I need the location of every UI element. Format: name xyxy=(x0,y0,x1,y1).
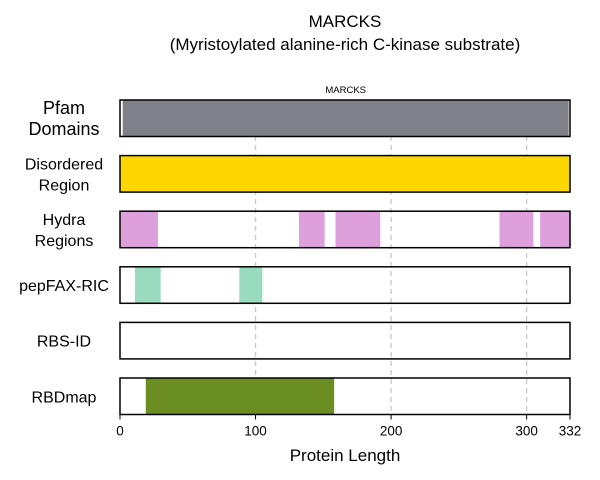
track-segment xyxy=(239,266,263,304)
track-segment xyxy=(120,211,158,248)
track-segment xyxy=(540,211,570,248)
x-tick-label: 0 xyxy=(116,424,124,439)
x-tick-label: 100 xyxy=(244,424,267,439)
track-label: Hydra Regions xyxy=(35,212,94,250)
track-segment xyxy=(122,100,569,137)
track-frame xyxy=(119,266,571,305)
x-axis: 0 100 200 300 332 xyxy=(116,414,582,439)
track-frame xyxy=(119,377,571,416)
track-segment xyxy=(120,155,570,193)
track-label: RBDmap xyxy=(32,389,97,406)
track-segment xyxy=(134,266,161,304)
domain-label: MARCKS xyxy=(325,85,366,96)
x-axis-title: Protein Length xyxy=(290,446,401,465)
track-label: RBS-ID xyxy=(37,334,91,351)
track-label: pepFAX-RIC xyxy=(19,278,109,295)
track-segment xyxy=(298,211,325,248)
gridlines xyxy=(254,100,528,415)
track-segment xyxy=(335,211,381,248)
track-segment xyxy=(499,211,534,248)
chart-title: MARCKS xyxy=(309,12,382,31)
track-label: Pfam Domains xyxy=(28,98,99,139)
track-frame xyxy=(119,154,571,193)
x-tick-label: 200 xyxy=(380,424,403,439)
track-label: Disordered Region xyxy=(25,156,103,194)
chart-subtitle: (Myristoylated alanine-rich C-kinase sub… xyxy=(170,35,521,54)
tracks: MARCKS Pfam Domains Disordered Region Hydra Re… xyxy=(19,85,571,416)
track-frame xyxy=(119,99,571,138)
track-frame xyxy=(119,210,571,249)
x-tick-label: 332 xyxy=(559,424,582,439)
track-frame xyxy=(119,321,571,360)
x-tick-label: 300 xyxy=(515,424,538,439)
track-segment xyxy=(145,378,335,415)
